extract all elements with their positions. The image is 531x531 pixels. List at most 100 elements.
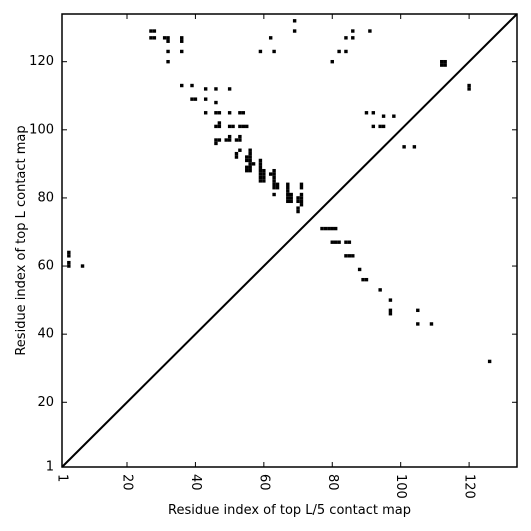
contact-point <box>289 192 293 197</box>
contact-point <box>231 124 235 129</box>
contact-point <box>361 277 365 282</box>
contact-point <box>344 240 348 244</box>
y-axis-label: Residue index of top L contact map <box>14 125 29 355</box>
contact-point <box>162 36 167 40</box>
contact-point <box>378 124 382 129</box>
contact-point <box>245 155 249 159</box>
contact-point <box>299 203 304 207</box>
contact-point <box>262 172 266 176</box>
contact-point <box>234 151 239 156</box>
contact-point <box>371 111 376 115</box>
contact-point <box>80 264 85 268</box>
contact-point <box>214 87 218 91</box>
contact-point <box>217 111 222 115</box>
x-axis-label: Residue index of top L/5 contact map <box>168 503 411 518</box>
contact-point <box>180 36 184 40</box>
contact-point <box>299 182 304 187</box>
contact-point <box>227 138 232 142</box>
contact-point <box>333 240 338 244</box>
contact-point <box>152 29 157 33</box>
contact-point <box>67 260 71 265</box>
contact-point <box>286 196 290 200</box>
contact-point <box>180 83 184 88</box>
contact-point <box>292 19 297 23</box>
contact-point <box>258 165 263 169</box>
contact-point <box>337 49 341 54</box>
contact-point <box>227 134 232 139</box>
contact-point <box>272 186 276 190</box>
x-tick-label: 1 <box>55 474 70 482</box>
x-tick-label: 120 <box>462 474 477 499</box>
contact-point <box>248 165 252 169</box>
contact-point <box>351 254 355 258</box>
contact-point <box>467 83 471 88</box>
contact-point <box>238 134 242 139</box>
contact-point <box>344 49 348 54</box>
y-tick-label: 1 <box>46 460 54 475</box>
contact-point <box>203 111 208 115</box>
contact-point <box>333 226 338 231</box>
contact-point <box>180 49 184 54</box>
contact-point <box>241 111 246 115</box>
contact-point <box>258 179 263 183</box>
contact-point <box>299 192 304 197</box>
contact-point <box>214 100 218 105</box>
contact-point <box>248 148 252 152</box>
contact-point <box>440 59 444 64</box>
contact-point <box>351 29 355 33</box>
plot-frame <box>61 13 518 468</box>
contact-point <box>440 63 444 67</box>
y-tick-label: 80 <box>37 190 54 205</box>
contact-point <box>248 158 252 163</box>
contact-point <box>268 172 273 176</box>
contact-point <box>248 151 252 156</box>
contact-point <box>227 111 232 115</box>
contact-point <box>238 148 242 152</box>
contact-point <box>149 29 153 33</box>
y-tick-label: 20 <box>37 395 54 410</box>
contact-point <box>262 168 266 173</box>
contact-point <box>67 250 71 255</box>
x-tick-label: 40 <box>188 474 203 491</box>
contact-point <box>217 121 222 125</box>
contact-point <box>180 39 184 43</box>
contact-point <box>262 179 266 183</box>
contact-point <box>258 168 263 173</box>
contact-point <box>402 145 406 149</box>
contact-point <box>416 308 420 313</box>
contact-point <box>275 182 280 187</box>
y-tick-label: 100 <box>29 122 54 137</box>
contact-point <box>286 199 290 204</box>
contact-point <box>330 240 334 244</box>
contact-point <box>272 179 276 183</box>
contact-point <box>245 168 249 173</box>
contact-point <box>388 308 393 313</box>
contact-point <box>214 124 218 129</box>
contact-point <box>258 162 263 166</box>
contact-point <box>327 226 331 231</box>
contact-point <box>272 182 276 187</box>
contact-point <box>258 175 263 180</box>
contact-point <box>227 87 232 91</box>
contact-point <box>272 175 276 180</box>
contact-point <box>238 111 242 115</box>
contact-point <box>344 254 348 258</box>
contact-point <box>166 36 170 40</box>
contact-point <box>299 196 304 200</box>
contact-point <box>224 138 228 142</box>
contact-point <box>416 322 420 326</box>
contact-point <box>214 111 218 115</box>
contact-point <box>67 254 71 258</box>
x-tick-label: 100 <box>393 474 408 499</box>
contact-point <box>227 124 232 129</box>
contact-point <box>166 49 170 54</box>
diagonal-line <box>61 13 518 468</box>
contact-point <box>214 138 218 142</box>
x-tick-label: 60 <box>256 474 271 491</box>
contact-point <box>443 59 447 64</box>
contact-point <box>323 226 328 231</box>
contact-points-group <box>67 19 492 364</box>
contact-point <box>330 59 334 64</box>
